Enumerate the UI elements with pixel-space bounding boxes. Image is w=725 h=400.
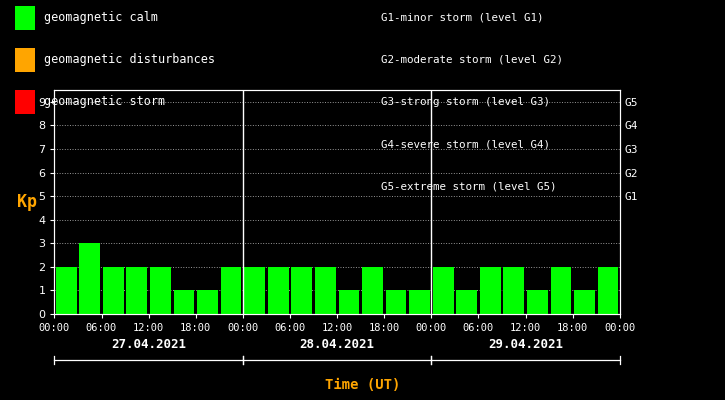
Bar [268, 267, 289, 314]
Bar [621, 290, 642, 314]
Bar [503, 267, 524, 314]
Text: G4-severe storm (level G4): G4-severe storm (level G4) [381, 139, 550, 149]
Text: G1-minor storm (level G1): G1-minor storm (level G1) [381, 13, 543, 23]
Bar [480, 267, 501, 314]
Bar [103, 267, 124, 314]
Text: geomagnetic storm: geomagnetic storm [44, 96, 165, 108]
Bar [244, 267, 265, 314]
Bar [527, 290, 548, 314]
Bar [386, 290, 407, 314]
Text: G3-strong storm (level G3): G3-strong storm (level G3) [381, 97, 550, 107]
Bar [433, 267, 454, 314]
Text: geomagnetic disturbances: geomagnetic disturbances [44, 54, 215, 66]
Text: 29.04.2021: 29.04.2021 [488, 338, 563, 350]
Bar [197, 290, 218, 314]
Bar [173, 290, 194, 314]
Bar [79, 243, 100, 314]
Bar [456, 290, 477, 314]
Y-axis label: Kp: Kp [17, 193, 37, 211]
Bar [550, 267, 571, 314]
Bar [409, 290, 430, 314]
Text: G2-moderate storm (level G2): G2-moderate storm (level G2) [381, 55, 563, 65]
Bar [126, 267, 147, 314]
Bar [291, 267, 312, 314]
Bar [574, 290, 595, 314]
Bar [220, 267, 241, 314]
Text: G5-extreme storm (level G5): G5-extreme storm (level G5) [381, 181, 556, 191]
Bar [362, 267, 383, 314]
Bar [597, 267, 618, 314]
Bar [315, 267, 336, 314]
Bar [433, 267, 454, 314]
Text: Time (UT): Time (UT) [325, 378, 400, 392]
Text: 28.04.2021: 28.04.2021 [299, 338, 375, 350]
Text: 27.04.2021: 27.04.2021 [111, 338, 186, 350]
Text: geomagnetic calm: geomagnetic calm [44, 12, 157, 24]
Bar [339, 290, 360, 314]
Bar [150, 267, 171, 314]
Bar [56, 267, 77, 314]
